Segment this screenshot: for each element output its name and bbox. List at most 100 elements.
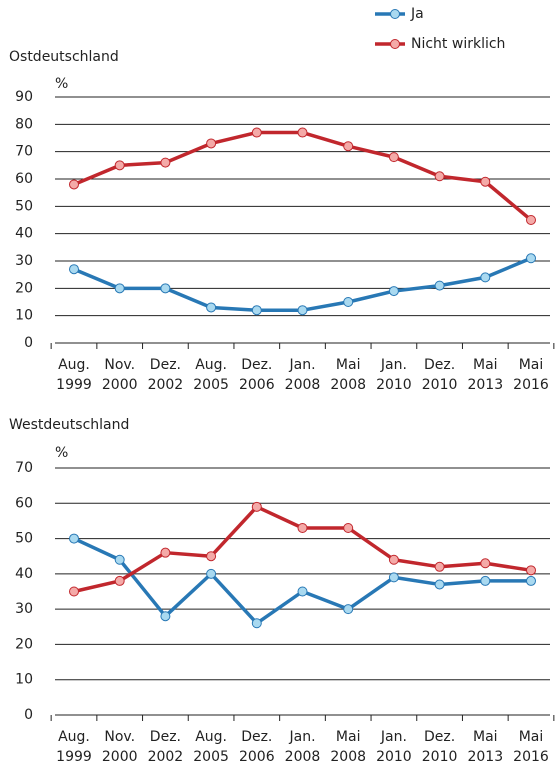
y-tick-label: 70 <box>15 144 33 160</box>
x-tick-label: Dez. <box>150 357 181 373</box>
data-point <box>343 604 354 615</box>
x-tick-label: Mai <box>473 729 498 745</box>
x-tick-label: 2010 <box>422 749 458 765</box>
data-point <box>434 561 445 572</box>
x-tick-label: 2013 <box>467 377 503 393</box>
x-tick-label: 2006 <box>239 749 275 765</box>
x-tick-label: Aug. <box>58 357 90 373</box>
y-tick-label: 10 <box>15 308 33 324</box>
data-point <box>526 565 536 576</box>
data-point <box>480 272 491 283</box>
y-tick-label: 30 <box>15 601 33 617</box>
x-tick-label: 1999 <box>56 749 92 765</box>
data-point <box>434 579 445 590</box>
x-tick-label: Mai <box>336 729 361 745</box>
x-tick-label: Dez. <box>150 729 181 745</box>
x-tick-label: Aug. <box>195 729 227 745</box>
series-line <box>73 536 531 626</box>
x-tick-label: 2005 <box>193 377 229 393</box>
data-point <box>388 554 399 565</box>
y-tick-label: 0 <box>24 335 33 351</box>
chart-title: Westdeutschland <box>9 417 129 433</box>
data-point <box>69 264 79 275</box>
y-tick-label: 40 <box>15 226 33 242</box>
y-tick-label: 40 <box>15 566 33 582</box>
data-point <box>206 302 217 313</box>
x-tick-label: Mai <box>519 729 544 745</box>
y-tick-label: 20 <box>15 636 33 652</box>
data-point <box>251 305 262 316</box>
y-tick-label: 70 <box>15 460 33 476</box>
data-point <box>114 160 125 171</box>
data-point <box>343 297 354 307</box>
y-tick-label: 0 <box>24 707 33 723</box>
data-point <box>206 551 217 562</box>
y-tick-label: 50 <box>15 198 33 214</box>
data-point <box>480 558 491 569</box>
data-point <box>114 554 125 565</box>
x-tick-label: Nov. <box>104 357 135 373</box>
x-tick-label: Dez. <box>424 357 455 373</box>
x-tick-label: 2005 <box>193 749 229 765</box>
data-point <box>388 572 399 583</box>
x-tick-label: 2010 <box>376 377 412 393</box>
data-point <box>114 575 125 586</box>
x-tick-label: 2008 <box>330 377 366 393</box>
y-tick-label: 90 <box>15 89 33 105</box>
data-point <box>526 253 536 264</box>
x-tick-label: 2008 <box>330 749 366 765</box>
x-tick-label: Dez. <box>241 357 272 373</box>
x-tick-label: 1999 <box>56 377 92 393</box>
data-point <box>480 575 491 586</box>
y-tick-label: 60 <box>15 495 33 511</box>
data-point <box>297 522 308 533</box>
data-point <box>434 280 445 291</box>
x-tick-label: 2016 <box>513 749 549 765</box>
y-tick-label: 60 <box>15 171 33 187</box>
data-point <box>251 127 262 138</box>
data-point <box>343 141 354 152</box>
x-tick-label: Nov. <box>104 729 135 745</box>
x-tick-label: Dez. <box>241 729 272 745</box>
x-tick-label: 2000 <box>102 749 138 765</box>
data-point <box>388 152 399 163</box>
x-tick-label: 2008 <box>285 377 321 393</box>
x-tick-label: 2010 <box>376 749 412 765</box>
legend-label: Nicht wirklich <box>411 36 505 52</box>
x-tick-label: 2002 <box>148 377 184 393</box>
data-point <box>526 575 536 586</box>
data-point <box>114 283 125 294</box>
x-tick-label: 2000 <box>102 377 138 393</box>
series-line <box>73 505 532 594</box>
data-point <box>526 215 536 225</box>
data-point <box>160 611 171 622</box>
x-tick-label: Mai <box>519 357 544 373</box>
legend-marker <box>390 9 400 19</box>
data-point <box>297 586 308 597</box>
data-point <box>297 305 308 316</box>
data-point <box>69 533 79 544</box>
data-point <box>251 501 262 512</box>
data-point <box>160 157 171 168</box>
y-tick-label: 20 <box>15 280 33 296</box>
data-point <box>206 568 217 579</box>
x-tick-label: Jan. <box>380 357 407 373</box>
data-point <box>297 127 308 138</box>
data-point <box>206 138 217 149</box>
x-tick-label: Aug. <box>58 729 90 745</box>
x-tick-label: 2008 <box>285 749 321 765</box>
x-tick-label: 2016 <box>513 377 549 393</box>
series-line <box>73 130 533 222</box>
y-tick-label: 80 <box>15 116 33 132</box>
data-point <box>160 283 171 294</box>
x-tick-label: 2010 <box>422 377 458 393</box>
x-tick-label: Mai <box>336 357 361 373</box>
legend-marker <box>390 39 400 49</box>
data-point <box>434 171 445 182</box>
y-unit: % <box>55 76 68 92</box>
x-tick-label: Jan. <box>288 357 315 373</box>
x-tick-label: 2013 <box>467 749 503 765</box>
data-point <box>160 547 171 558</box>
y-tick-label: 10 <box>15 672 33 688</box>
